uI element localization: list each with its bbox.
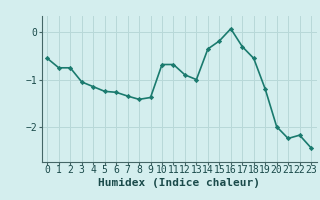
X-axis label: Humidex (Indice chaleur): Humidex (Indice chaleur) bbox=[98, 178, 260, 188]
